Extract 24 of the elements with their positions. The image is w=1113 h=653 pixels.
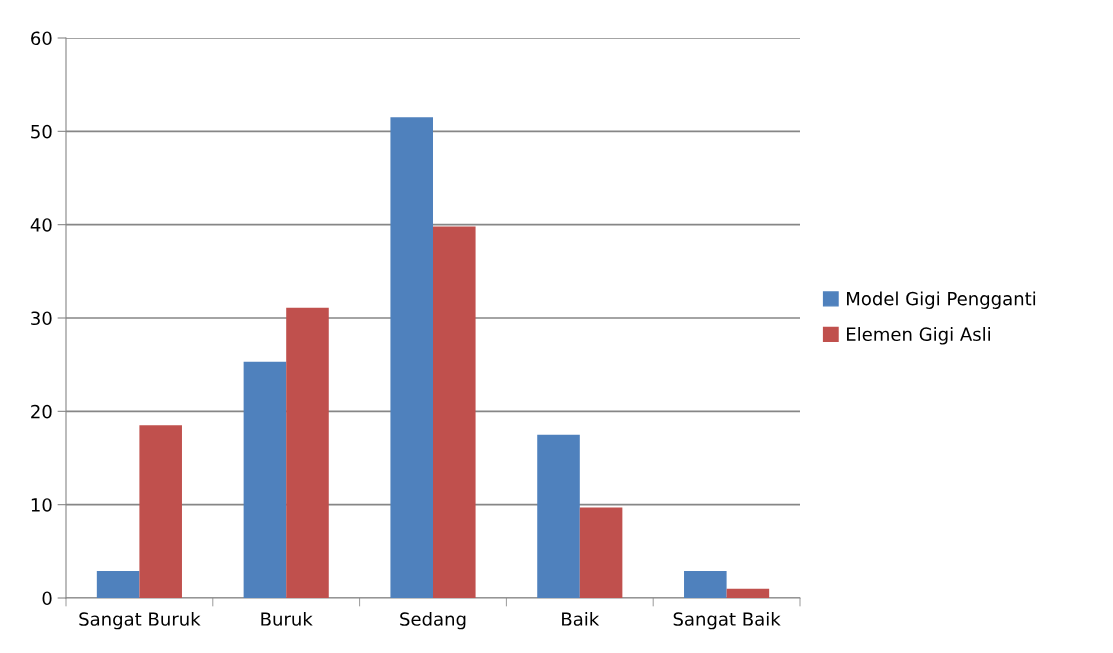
legend-label: Elemen Gigi Asli [847, 327, 990, 345]
bar [96, 570, 140, 598]
y-tick-label: 30 [31, 311, 52, 326]
bar [390, 117, 433, 598]
bar [579, 507, 623, 598]
y-tick-label: 60 [31, 31, 52, 46]
x-tick-label: Sangat Baik [673, 611, 781, 630]
x-tick-label: Baik [562, 611, 600, 626]
y-tick-label: 10 [31, 498, 52, 512]
bar [433, 226, 476, 598]
bar [243, 361, 287, 598]
x-tick-label: Sedang [400, 611, 466, 630]
y-tick-label: 20 [31, 404, 52, 419]
legend-label: Model Gigi Pengganti [847, 291, 1036, 309]
bar [726, 588, 770, 598]
y-tick-label: 50 [31, 124, 52, 139]
bar [684, 570, 727, 598]
x-tick-label: Buruk [261, 611, 313, 626]
bar [286, 307, 329, 598]
y-tick-label: 40 [30, 218, 52, 232]
y-tick-label: 0 [42, 591, 52, 606]
bar [537, 434, 580, 598]
x-tick-label: Sangat Buruk [79, 611, 201, 630]
bar [139, 425, 182, 598]
